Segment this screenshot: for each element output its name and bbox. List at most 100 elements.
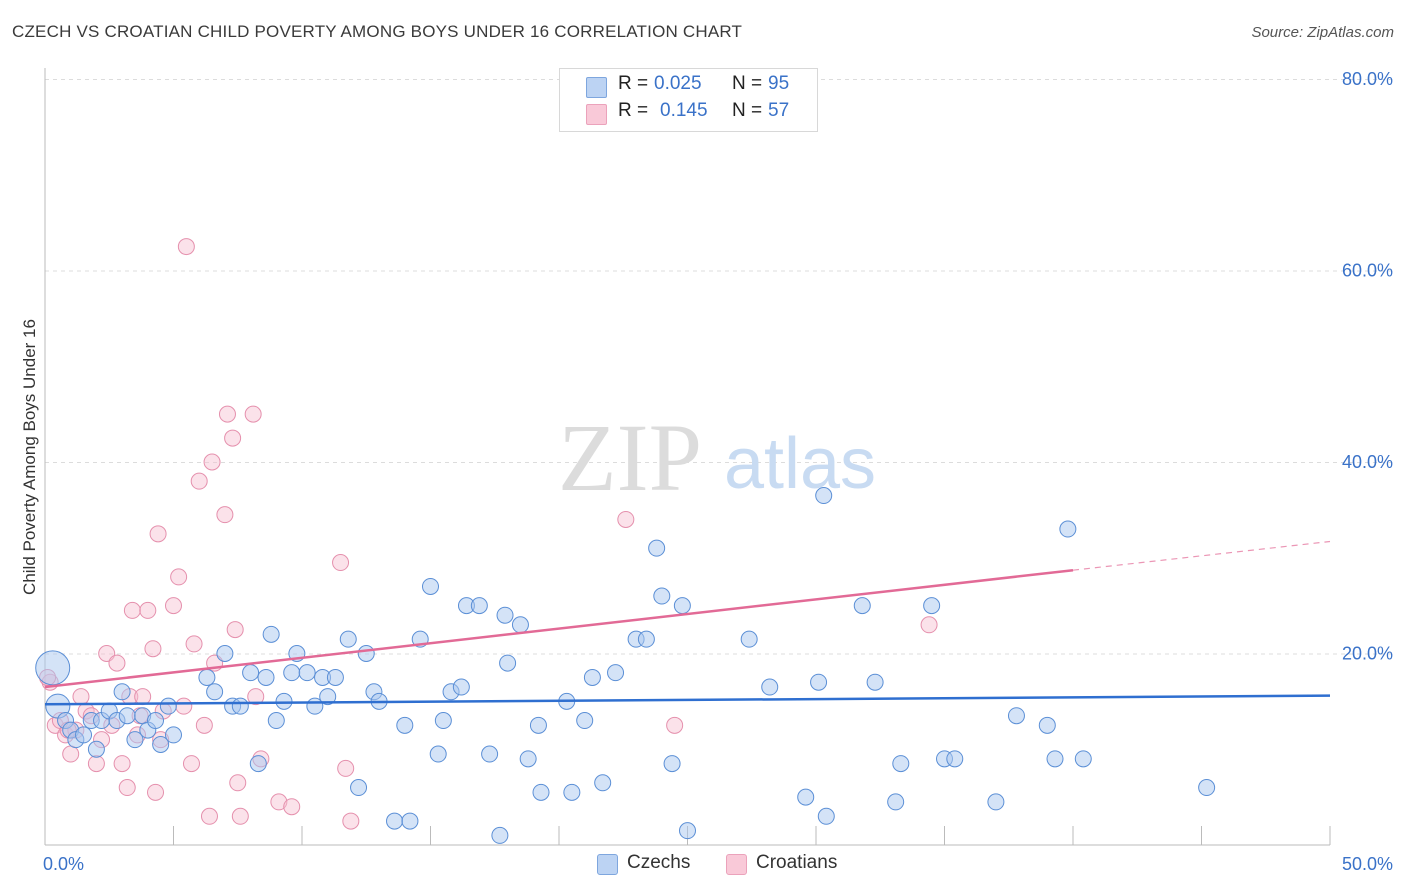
- czech-point: [987, 793, 1005, 811]
- axis-labels: 20.0% 40.0% 60.0% 80.0% 0.0% 50.0% Child Pover…: [20, 69, 1393, 874]
- czech-point: [1038, 716, 1056, 734]
- czech-point: [923, 597, 941, 615]
- croatian-point: [247, 688, 265, 706]
- czech-point: [357, 645, 375, 662]
- czech-point: [283, 664, 301, 682]
- czech-point: [648, 539, 666, 557]
- czech-point: [113, 683, 131, 701]
- czech-point: [1007, 707, 1025, 725]
- croatian-point: [224, 429, 242, 447]
- czech-point: [350, 779, 368, 797]
- croatian-point: [666, 716, 684, 734]
- czech-point: [242, 664, 260, 682]
- croatian-point: [203, 453, 221, 471]
- czech-legend-swatch: [597, 854, 618, 875]
- czech-point: [429, 745, 447, 763]
- czech-point: [887, 793, 905, 811]
- croatian-point: [177, 238, 195, 256]
- croatian-point: [87, 755, 105, 773]
- legend-n-value: 95: [768, 73, 790, 94]
- czech-point: [422, 577, 439, 595]
- czech-point: [216, 645, 234, 662]
- croatian-point: [337, 759, 355, 777]
- czech-point: [257, 668, 275, 686]
- czech-point: [481, 745, 499, 763]
- czech-point: [165, 726, 182, 744]
- trend-lines: [44, 540, 1331, 706]
- czech-point: [206, 683, 224, 701]
- czech-point: [87, 740, 105, 758]
- czech-legend-label: Czechs: [627, 852, 691, 873]
- czech-point: [511, 616, 529, 634]
- croatian-point: [185, 635, 203, 653]
- czech-point: [673, 597, 691, 615]
- czech-point: [637, 630, 655, 648]
- czech-point: [147, 712, 165, 730]
- croatian-point: [195, 716, 213, 734]
- croatian-point: [62, 745, 80, 763]
- czech-point: [231, 697, 249, 715]
- croatian-point: [170, 568, 188, 586]
- czech-point: [810, 673, 828, 691]
- y-tick-label: 40.0%: [1342, 452, 1393, 472]
- czech-point: [452, 678, 470, 696]
- legend-n-value: 57: [768, 100, 790, 121]
- croatian-legend-swatch: [726, 854, 747, 875]
- croatian-point: [108, 654, 126, 672]
- y-axis-title: Child Poverty Among Boys Under 16: [20, 319, 39, 595]
- croatian-point: [231, 807, 249, 825]
- czech-swatch: [586, 77, 607, 98]
- croatian-point: [920, 616, 938, 634]
- czech-point: [563, 783, 581, 801]
- croatian-point: [134, 688, 152, 706]
- czech-point: [607, 664, 625, 682]
- czech-point: [298, 664, 316, 682]
- legend-r-label: R =: [618, 73, 649, 94]
- czech-point: [35, 650, 71, 686]
- czech-point: [866, 673, 884, 691]
- czech-point: [75, 726, 93, 744]
- croatian-point: [165, 597, 182, 615]
- czech-points: [35, 487, 1216, 844]
- watermark: ZIP atlas: [558, 404, 876, 511]
- czech-point: [529, 716, 547, 734]
- croatian-point: [229, 774, 247, 792]
- czech-point: [663, 755, 681, 773]
- czech-point: [159, 697, 177, 715]
- croatian-point: [182, 755, 200, 773]
- source-note: Source: ZipAtlas.com: [1251, 24, 1394, 41]
- croatian-point: [149, 525, 167, 543]
- czech-point: [1046, 750, 1064, 768]
- croatian-point: [144, 640, 162, 658]
- axes: [44, 68, 1331, 846]
- czech-point: [519, 750, 537, 768]
- croatian-legend-label: Croatians: [756, 852, 838, 873]
- czech-point: [491, 826, 509, 844]
- gridlines: [45, 79, 1392, 655]
- czech-point: [797, 788, 815, 806]
- croatian-point: [72, 688, 90, 706]
- croatian-point: [218, 405, 236, 423]
- czech-trend-line: [44, 694, 1331, 706]
- croatian-point: [244, 405, 262, 423]
- czech-point: [249, 755, 267, 773]
- croatian-swatch: [586, 104, 607, 125]
- czech-point: [326, 668, 344, 686]
- croatian-point: [175, 697, 193, 715]
- watermark-zip: ZIP: [558, 404, 702, 511]
- czech-point: [761, 678, 779, 696]
- croatian-trend-extension: [1072, 540, 1331, 571]
- croatian-point: [139, 601, 157, 619]
- croatian-point: [147, 783, 165, 801]
- correlation-legend: R = 0.025 N = 95 R = 0.145 N = 57: [559, 68, 818, 132]
- croatian-point: [200, 807, 218, 825]
- czech-point: [152, 735, 170, 753]
- x-tick-label: 0.0%: [43, 854, 84, 874]
- y-tick-label: 20.0%: [1342, 644, 1393, 664]
- czech-point: [1074, 750, 1092, 768]
- legend-r-label: R =: [618, 100, 649, 121]
- czech-point: [817, 807, 835, 825]
- x-tick-label: 50.0%: [1342, 854, 1393, 874]
- czech-point: [118, 707, 136, 725]
- czech-point: [653, 587, 671, 605]
